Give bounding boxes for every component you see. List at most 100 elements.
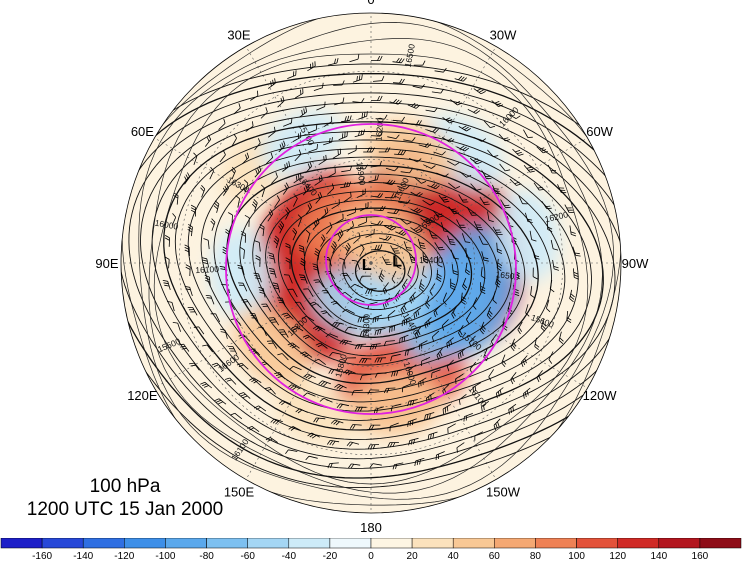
wind-barb xyxy=(465,247,472,260)
wind-barb xyxy=(235,195,240,208)
wind-barb xyxy=(312,263,320,275)
wind-barb xyxy=(314,248,320,261)
wind-barb xyxy=(492,226,503,235)
wind-barb xyxy=(295,88,304,99)
colorbar-box xyxy=(124,538,166,549)
wind-barb xyxy=(422,251,429,264)
colorbar-tick-label: -120 xyxy=(114,551,134,561)
wind-barb xyxy=(278,140,286,153)
wind-barb xyxy=(334,97,345,106)
wind-barb xyxy=(227,346,238,355)
wind-barb xyxy=(396,257,402,270)
wind-barb xyxy=(270,418,283,425)
wind-barb xyxy=(316,101,326,111)
wind-barb xyxy=(337,229,344,242)
wind-barb xyxy=(549,279,555,293)
wind-barb xyxy=(200,185,206,198)
wind-barb xyxy=(391,270,397,284)
wind-barb xyxy=(204,134,212,147)
wind-barb xyxy=(425,296,431,309)
wind-barb xyxy=(312,218,320,230)
wind-barb xyxy=(480,321,486,335)
wind-barb xyxy=(479,196,490,205)
wind-barb xyxy=(467,108,481,114)
wind-barb xyxy=(287,342,300,349)
wind-barb xyxy=(178,343,190,352)
colorbar-tick-label: -40 xyxy=(282,551,297,561)
wind-barb xyxy=(302,334,315,341)
meridian-line xyxy=(154,137,372,264)
longitude-label: 120E xyxy=(127,388,158,403)
wind-barb xyxy=(211,362,224,370)
wind-barb xyxy=(294,149,302,162)
wind-barb xyxy=(261,303,272,313)
wind-barb xyxy=(210,218,216,231)
colorbar-box xyxy=(617,538,660,549)
wind-barb xyxy=(303,288,314,297)
wind-barb xyxy=(278,400,292,406)
wind-barb xyxy=(339,257,346,269)
wind-barb xyxy=(268,267,277,279)
latitude-circle xyxy=(337,229,405,297)
height-contour xyxy=(187,139,579,412)
wind-barb xyxy=(463,413,473,422)
wind-barb xyxy=(305,455,318,461)
wind-barb xyxy=(550,239,559,251)
wind-barb xyxy=(426,128,439,133)
wind-barb xyxy=(536,146,548,154)
wind-barb xyxy=(288,426,301,431)
wind-barb xyxy=(189,362,200,371)
height-contour xyxy=(148,38,603,494)
wind-barb xyxy=(242,152,250,165)
contour-label: 16400 xyxy=(419,255,443,265)
colorbar-tick-label: -60 xyxy=(240,551,255,561)
wind-barb xyxy=(285,243,291,255)
wind-barb xyxy=(418,377,427,388)
wind-barb xyxy=(294,301,305,311)
wind-barb xyxy=(407,266,412,279)
wind-barb xyxy=(370,192,384,198)
wind-barb xyxy=(446,359,454,372)
height-contour xyxy=(174,131,592,421)
wind-barb xyxy=(372,75,385,82)
wind-barb xyxy=(390,245,401,254)
datetime-title: 1200 UTC 15 Jan 2000 xyxy=(26,499,224,520)
wind-barb xyxy=(374,328,385,336)
wind-barb xyxy=(277,297,286,307)
wind-barb xyxy=(392,57,405,64)
wind-barb xyxy=(467,207,477,216)
wind-barb xyxy=(327,168,336,178)
colorbar-tick-label: 160 xyxy=(692,551,709,561)
wind-barb xyxy=(289,365,302,371)
wind-barb xyxy=(190,204,196,217)
wind-barb xyxy=(387,134,400,139)
wind-barb xyxy=(456,145,470,152)
wind-barb xyxy=(187,307,198,316)
wind-barb xyxy=(356,188,366,198)
wind-barb xyxy=(481,251,489,262)
wind-barb xyxy=(330,300,343,308)
wind-barb xyxy=(442,292,447,306)
wind-barb xyxy=(447,160,460,166)
wind-barb xyxy=(400,302,407,315)
wind-barb xyxy=(254,240,261,252)
wind-barb xyxy=(450,278,456,291)
wind-barb xyxy=(438,194,450,203)
wind-barb xyxy=(285,449,298,455)
wind-barb xyxy=(265,152,273,165)
wind-barb xyxy=(403,241,413,251)
anomaly-blob xyxy=(425,225,517,355)
wind-barb xyxy=(297,214,302,227)
wind-barb xyxy=(422,265,427,279)
wind-barb xyxy=(278,329,289,338)
wind-barb xyxy=(363,147,375,153)
wind-barb xyxy=(480,282,486,294)
longitude-label: 0 xyxy=(367,0,374,7)
wind-barb xyxy=(409,119,422,126)
wind-barb xyxy=(492,291,497,304)
colorbar-tick-label: -140 xyxy=(73,551,93,561)
wind-barb xyxy=(413,60,426,66)
contour-label: 16100 xyxy=(195,264,219,275)
height-contour xyxy=(140,102,621,450)
wind-barb xyxy=(408,158,422,163)
